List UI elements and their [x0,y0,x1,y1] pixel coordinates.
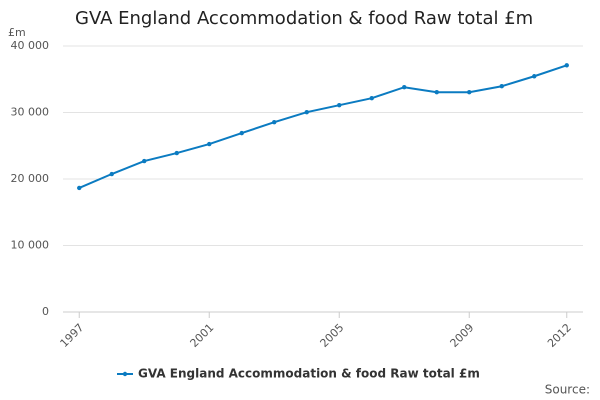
x-tick-label: 2001 [188,321,217,350]
point [272,119,277,125]
x-tick-label: 2012 [545,321,574,350]
point [402,85,407,90]
source: Source: [545,383,590,397]
point [142,158,147,164]
point [174,150,179,156]
x-tick-label: 2005 [318,321,347,350]
y-tick-label: 20 000 [11,172,50,185]
x-tick-label: 1997 [58,321,87,350]
y-axis-unit: £m [8,26,26,39]
point [499,84,504,89]
point [304,109,309,115]
point [532,74,537,79]
point [564,63,569,68]
point [239,130,244,136]
y-tick-label: 0 [42,305,49,318]
point [207,141,212,147]
point [109,171,114,177]
legend-label: GVA England Accommodation & food Raw tot… [138,367,480,381]
y-tick-label: 30 000 [11,106,50,119]
point [369,96,374,101]
y-tick-label: 10 000 [11,239,50,252]
series-line [78,64,568,189]
chart-title: GVA England Accommodation & food Raw tot… [75,8,533,29]
point [434,90,439,95]
x-tick-label: 2009 [448,321,477,350]
legend-marker [122,371,128,377]
point [337,102,342,108]
point [467,90,472,95]
y-tick-label: 40 000 [11,39,50,52]
point [77,185,82,191]
